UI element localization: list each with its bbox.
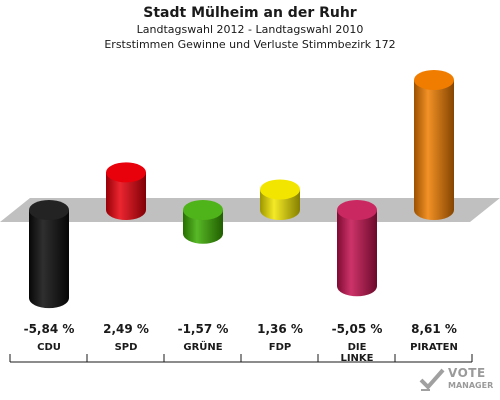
category-label: PIRATEN [410,342,458,353]
positive-bars [106,69,454,220]
category-label: SPD [115,342,138,353]
category-label: GRÜNE [183,339,222,353]
chart-subtitle-2: Erststimmen Gewinne und Verluste Stimmbe… [104,38,396,51]
chart-title: Stadt Mülheim an der Ruhr [143,5,357,21]
bar-grüne [183,200,223,244]
value-label: 2,49 % [103,322,149,336]
bar-fdp [260,179,300,220]
bar-spd [106,162,146,220]
value-labels: -5,84 % 2,49 % -1,57 % 1,36 % -5,05 % 8,61 % [24,322,457,336]
chart-titles: Stadt Mülheim an der Ruhr Landtagswahl 2… [0,0,500,52]
value-label: -1,57 % [178,322,229,336]
value-label: 1,36 % [257,322,303,336]
chart-subtitle-1: Landtagswahl 2012 - Landtagswahl 2010 [136,23,364,36]
bar-piraten [414,69,454,220]
category-label: DIE LINKE [340,342,373,364]
bar-die-linke [337,200,377,297]
category-label: CDU [37,342,61,353]
bar-cdu [29,200,69,309]
category-axis [9,354,473,363]
vote-check-icon [419,368,445,391]
value-label: -5,84 % [24,322,75,336]
vote-manager-logo: VOTE MANAGER [418,364,494,396]
category-label: FDP [269,342,291,353]
negative-bars [29,200,377,309]
logo-text-manager: MANAGER [448,381,494,390]
category-labels: CDU SPD GRÜNE FDP DIE LINKE PIRATEN [37,339,458,364]
value-label: 8,61 % [411,322,457,336]
logo-text-vote: VOTE [448,366,486,380]
value-label: -5,05 % [332,322,383,336]
